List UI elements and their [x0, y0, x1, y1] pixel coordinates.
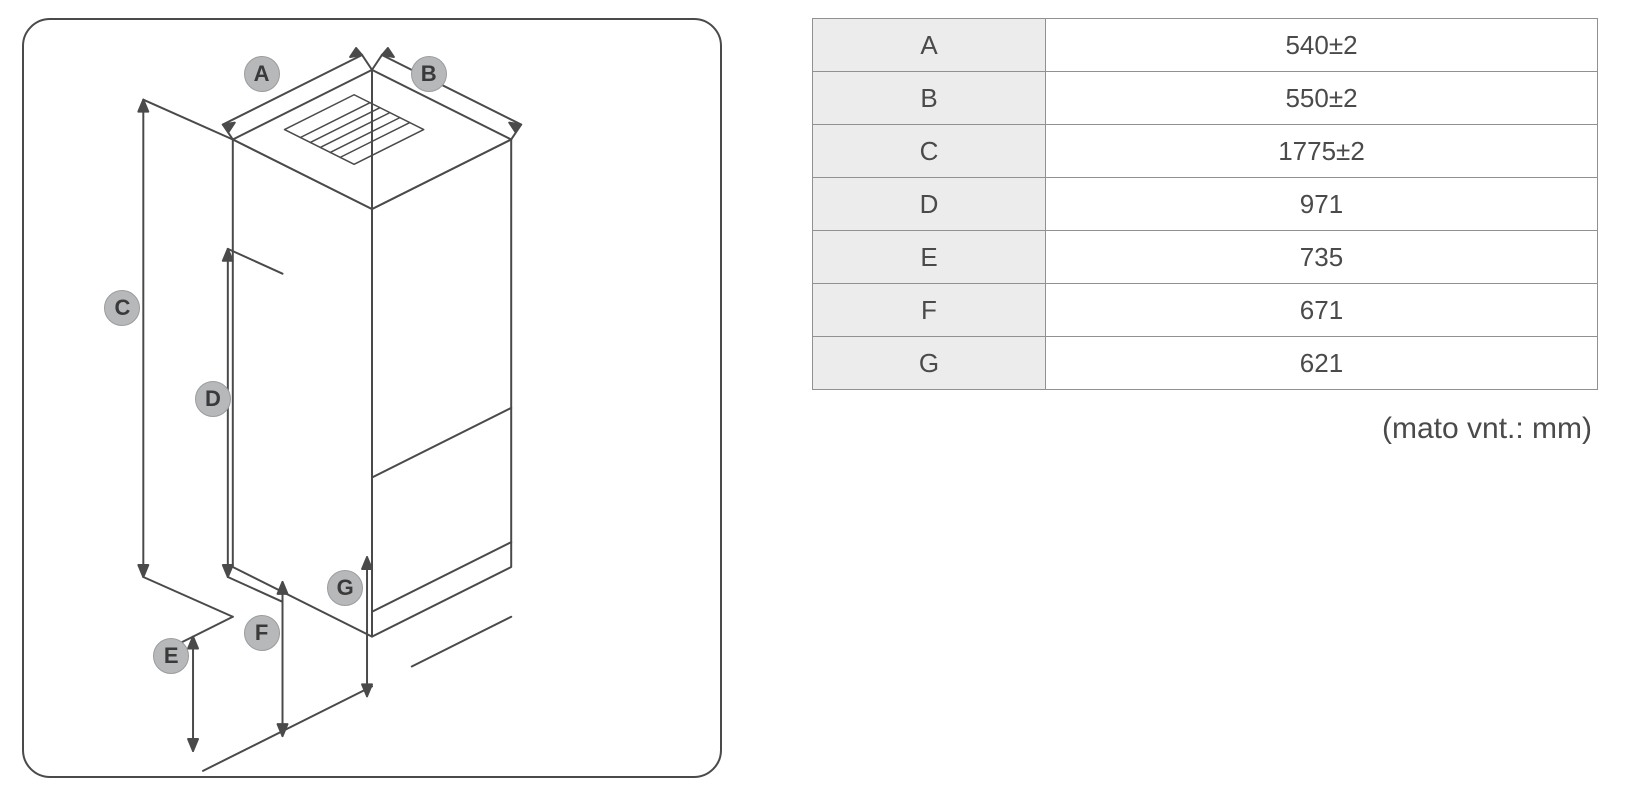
unit-note: (mato vnt.: mm) [812, 412, 1598, 446]
table-row: C 1775±2 [813, 125, 1598, 178]
dim-label-d: D [195, 381, 231, 417]
table-row: E 735 [813, 231, 1598, 284]
table-row: D 971 [813, 178, 1598, 231]
dimensions-table: A 540±2 B 550±2 C 1775±2 D 971 E 735 [812, 18, 1598, 390]
dim-label-text: F [255, 620, 268, 646]
dim-key: A [813, 19, 1046, 72]
table-row: A 540±2 [813, 19, 1598, 72]
dim-value: 621 [1046, 337, 1598, 390]
dim-label-b: B [411, 56, 447, 92]
dim-value: 735 [1046, 231, 1598, 284]
dim-label-text: G [337, 575, 354, 601]
dim-label-text: E [164, 643, 179, 669]
dim-key: E [813, 231, 1046, 284]
dim-value: 971 [1046, 178, 1598, 231]
dim-key: F [813, 284, 1046, 337]
dim-label-g: G [327, 570, 363, 606]
dim-value: 540±2 [1046, 19, 1598, 72]
table-row: F 671 [813, 284, 1598, 337]
dim-label-text: C [114, 295, 130, 321]
dim-label-a: A [244, 56, 280, 92]
dim-key: C [813, 125, 1046, 178]
dim-value: 550±2 [1046, 72, 1598, 125]
dim-key: B [813, 72, 1046, 125]
table-row: G 621 [813, 337, 1598, 390]
diagram-svg [24, 20, 720, 776]
dimensions-column: A 540±2 B 550±2 C 1775±2 D 971 E 735 [812, 18, 1598, 779]
dimension-diagram: A B C D E F G [22, 18, 722, 778]
dim-label-e: E [153, 638, 189, 674]
dim-label-f: F [244, 615, 280, 651]
dim-label-text: B [421, 61, 437, 87]
dim-value: 671 [1046, 284, 1598, 337]
dim-key: G [813, 337, 1046, 390]
dim-value: 1775±2 [1046, 125, 1598, 178]
dim-key: D [813, 178, 1046, 231]
table-row: B 550±2 [813, 72, 1598, 125]
dim-label-text: A [254, 61, 270, 87]
dim-label-text: D [205, 386, 221, 412]
page-root: A B C D E F G A 540±2 B 550±2 C 1775±2 [0, 0, 1638, 797]
